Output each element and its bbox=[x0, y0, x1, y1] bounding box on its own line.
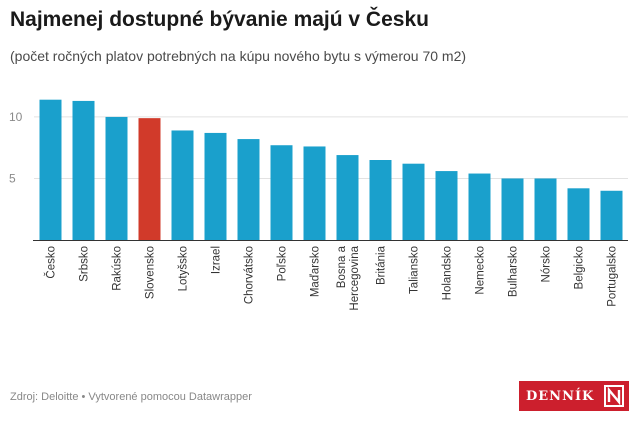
bar bbox=[237, 139, 260, 240]
bar bbox=[303, 146, 326, 240]
x-tick-label-line: Británia bbox=[376, 245, 388, 285]
x-tick-label: Lotyšsko bbox=[178, 246, 190, 291]
bar bbox=[468, 173, 491, 240]
bar bbox=[72, 100, 95, 240]
x-tick-label-line: Maďarsko bbox=[310, 246, 322, 297]
x-tick-label: Chorvátsko bbox=[244, 246, 256, 304]
logo-wordmark: DENNÍK bbox=[526, 388, 595, 404]
bar-chart: 5 10 Česko Srbsko Rakúsko Slovensko Lotyšsko Iz… bbox=[9, 99, 628, 311]
bar bbox=[435, 171, 458, 240]
bar bbox=[600, 190, 623, 240]
x-tick-label-line: Belgicko bbox=[574, 246, 586, 289]
x-tick-label: Nemecko bbox=[475, 246, 487, 295]
x-tick-label: Poľsko bbox=[277, 246, 289, 281]
x-tick-label: Holandsko bbox=[442, 246, 454, 300]
chart-title: Najmenej dostupné bývanie majú v Česku bbox=[10, 8, 429, 31]
x-tick-label: Maďarsko bbox=[310, 246, 322, 297]
y-tick-label: 10 bbox=[9, 110, 23, 124]
bar bbox=[39, 99, 62, 240]
x-tick-label: Česko bbox=[45, 246, 58, 279]
chart-subtitle: (počet ročných platov potrebných na kúpu… bbox=[10, 48, 467, 64]
bar bbox=[138, 118, 161, 240]
x-tick-label: Slovensko bbox=[145, 246, 157, 299]
y-tick-label: 5 bbox=[9, 171, 16, 185]
x-tick-label: Rakúsko bbox=[112, 246, 124, 291]
bar bbox=[534, 178, 557, 240]
x-tick-label-line: Taliansko bbox=[409, 246, 421, 294]
x-tick-label: Nórsko bbox=[541, 246, 553, 282]
x-tick-label: Belgicko bbox=[574, 246, 586, 289]
dennik-n-logo[interactable]: DENNÍK bbox=[519, 381, 629, 411]
bar bbox=[567, 188, 590, 240]
x-tick-label: Bosna aHercegovina bbox=[336, 245, 361, 310]
bar bbox=[336, 155, 359, 240]
x-tick-label: Taliansko bbox=[409, 246, 421, 294]
x-tick-label-line: Nórsko bbox=[541, 246, 553, 282]
source-note: Zdroj: Deloitte • Vytvorené pomocou Data… bbox=[10, 391, 252, 403]
x-tick-label: Izrael bbox=[211, 246, 223, 274]
bar bbox=[270, 145, 293, 240]
bar bbox=[171, 130, 194, 240]
x-tick-label-line: Lotyšsko bbox=[178, 246, 190, 291]
bar bbox=[501, 178, 524, 240]
x-tick-label-line: Bosna a bbox=[336, 245, 348, 288]
bar bbox=[105, 116, 128, 240]
x-tick-label-line: Poľsko bbox=[277, 246, 289, 281]
bar bbox=[369, 160, 392, 240]
x-tick-label-line: Portugalsko bbox=[607, 246, 619, 307]
x-tick-label-line: Holandsko bbox=[442, 246, 454, 300]
x-tick-label: Portugalsko bbox=[607, 246, 619, 307]
x-tick-label: Británia bbox=[376, 245, 388, 285]
logo-n-icon bbox=[604, 385, 624, 407]
x-tick-label-line: Hercegovina bbox=[349, 245, 361, 310]
x-tick-label-line: Česko bbox=[45, 246, 58, 279]
x-tick-label: Srbsko bbox=[79, 246, 91, 282]
x-tick-label-line: Slovensko bbox=[145, 246, 157, 299]
x-tick-label-line: Izrael bbox=[211, 246, 223, 274]
x-tick-label-line: Rakúsko bbox=[112, 246, 124, 291]
x-tick-label-line: Srbsko bbox=[79, 246, 91, 282]
bar bbox=[402, 163, 425, 240]
x-tick-label: Bulharsko bbox=[508, 246, 520, 297]
x-tick-label-line: Nemecko bbox=[475, 246, 487, 295]
x-tick-label-line: Bulharsko bbox=[508, 246, 520, 297]
bar bbox=[204, 132, 227, 240]
x-tick-label-line: Chorvátsko bbox=[244, 246, 256, 304]
